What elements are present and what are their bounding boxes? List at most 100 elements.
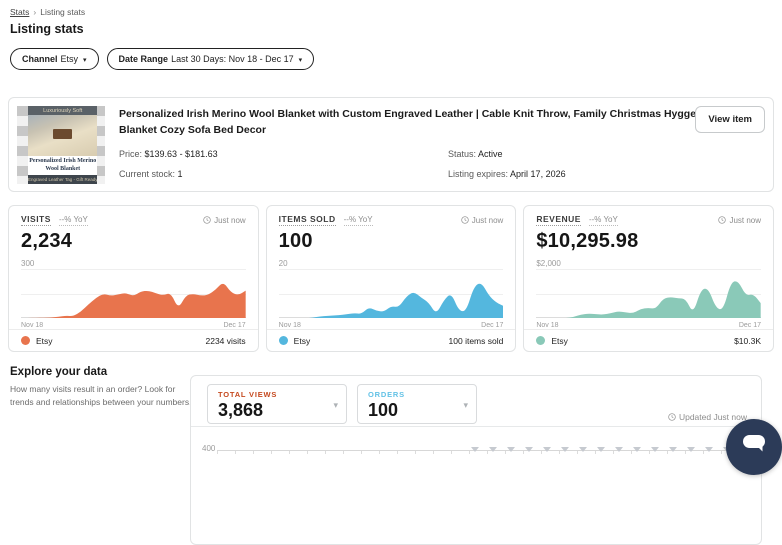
- legend-label: Etsy: [36, 335, 53, 346]
- thumbnail-leather-tag: [53, 128, 72, 139]
- orders-label: ORDERS: [368, 390, 405, 399]
- revenue-x-start: Nov 18: [536, 322, 559, 329]
- breadcrumb-current: Listing stats: [40, 7, 86, 17]
- chat-launcher-button[interactable]: [726, 419, 782, 475]
- items-sold-chart: 20 Nov 18 Dec 17: [278, 259, 504, 329]
- items-sold-x-end: Dec 17: [481, 322, 504, 329]
- chat-bubble-icon: [743, 435, 765, 452]
- explore-card: TOTAL VIEWS 3,868 ORDERS 100 Updated Jus…: [190, 375, 767, 545]
- status-value: Active: [478, 149, 503, 159]
- revenue-x-end: Dec 17: [738, 322, 762, 329]
- items-sold-metric-label[interactable]: ITEMS SOLD: [278, 214, 336, 226]
- chevron-down-icon: [81, 54, 87, 64]
- orders-selector[interactable]: ORDERS 100: [357, 384, 477, 424]
- clock-icon: [668, 413, 676, 421]
- total-views-selector[interactable]: TOTAL VIEWS 3,868: [207, 384, 347, 424]
- chevron-down-icon: [297, 54, 303, 64]
- items-sold-y-axis-label: 20: [278, 259, 288, 268]
- total-views-value: 3,868: [218, 400, 264, 420]
- explore-description: How many visits result in an order? Look…: [10, 384, 192, 407]
- thumbnail-bottom-banner: Engraved Leather Tag - Gift Ready: [28, 175, 98, 184]
- listing-card: Luxuriously Soft Personalized Irish Meri…: [8, 97, 774, 192]
- explore-intro: Explore your data How many visits result…: [10, 366, 192, 409]
- thumbnail-top-banner: Luxuriously Soft: [28, 106, 98, 115]
- visits-legend: Etsy 2234 visits: [9, 329, 258, 351]
- thumbnail-caption: Personalized Irish Merino Wool Blanket: [28, 156, 98, 175]
- items-sold-stat-card: ITEMS SOLD --% YoY Just now 100 20 Nov 1…: [265, 205, 517, 352]
- items-sold-updated: Just now: [461, 216, 503, 225]
- stats-row: VISITS --% YoY Just now 2,234 300 Nov 18…: [8, 205, 775, 352]
- clock-icon: [718, 216, 727, 224]
- channel-filter-label: Channel: [22, 54, 58, 64]
- clock-icon: [461, 216, 469, 224]
- visits-yoy-badge[interactable]: --% YoY: [58, 214, 88, 226]
- page-title: Listing stats: [10, 22, 84, 36]
- orders-value: 100: [368, 400, 399, 420]
- channel-filter-button[interactable]: Channel Etsy: [10, 48, 99, 70]
- visits-y-axis-label: 300: [21, 259, 35, 268]
- items-sold-x-start: Nov 18: [278, 322, 301, 329]
- legend-label: Etsy: [293, 335, 311, 346]
- explore-updated: Updated Just now: [668, 412, 747, 422]
- expires-value: April 17, 2026: [510, 169, 566, 179]
- stock-value: 1: [177, 169, 183, 179]
- explore-y-axis-label: 400: [202, 444, 216, 453]
- revenue-stat-card: REVENUE --% YoY Just now $10,295.98 $2,0…: [523, 205, 775, 352]
- items-sold-value: 100: [278, 230, 313, 252]
- items-sold-plot[interactable]: [278, 269, 504, 318]
- visits-plot[interactable]: [21, 269, 246, 318]
- listing-expires-row: Listing expires: April 17, 2026: [448, 169, 566, 179]
- clock-icon: [203, 216, 211, 224]
- stock-label: Current stock:: [119, 169, 176, 179]
- revenue-chart: $2,000 Nov 18 Dec 17: [536, 259, 762, 329]
- explore-gridline: [217, 450, 751, 454]
- listing-thumbnail[interactable]: Luxuriously Soft Personalized Irish Meri…: [17, 106, 105, 184]
- visits-value: 2,234: [21, 230, 73, 252]
- items-sold-legend: Etsy 100 items sold: [266, 329, 516, 351]
- revenue-updated: Just now: [718, 216, 761, 225]
- items-sold-yoy-badge[interactable]: --% YoY: [343, 214, 373, 226]
- view-item-button[interactable]: View item: [695, 106, 765, 133]
- etsy-legend-dot: [278, 336, 288, 345]
- revenue-yoy-badge[interactable]: --% YoY: [588, 214, 618, 226]
- expires-label: Listing expires:: [448, 169, 509, 179]
- breadcrumb: Stats Listing stats: [10, 7, 85, 17]
- chevron-down-icon: [463, 400, 468, 411]
- etsy-legend-dot: [21, 336, 30, 345]
- breadcrumb-separator: [29, 7, 40, 17]
- revenue-legend: Etsy $10.3K: [524, 329, 774, 351]
- etsy-legend-dot: [536, 336, 546, 345]
- breadcrumb-stats-link[interactable]: Stats: [10, 7, 30, 17]
- channel-filter-value: Etsy: [60, 54, 79, 64]
- revenue-plot[interactable]: [536, 269, 762, 318]
- explore-heading: Explore your data: [10, 366, 108, 378]
- thumbnail-photo: [28, 115, 98, 156]
- listing-stock-row: Current stock: 1: [119, 169, 183, 179]
- filters-bar: Channel Etsy Date Range Last 30 Days: No…: [10, 48, 315, 70]
- listing-status-row: Status: Active: [448, 149, 503, 159]
- total-views-label: TOTAL VIEWS: [218, 390, 278, 399]
- legend-label: Etsy: [551, 335, 568, 346]
- listing-price-row: Price: $139.63 - $181.63: [119, 149, 218, 159]
- date-range-filter-button[interactable]: Date Range Last 30 Days: Nov 18 - Dec 17: [106, 48, 315, 70]
- chevron-down-icon: [333, 400, 338, 411]
- revenue-metric-label[interactable]: REVENUE: [536, 214, 581, 226]
- price-label: Price:: [119, 149, 143, 159]
- visits-updated: Just now: [203, 216, 246, 225]
- visits-metric-label[interactable]: VISITS: [21, 214, 51, 226]
- revenue-total: $10.3K: [734, 335, 762, 346]
- explore-data-markers: [471, 447, 767, 452]
- metric-selectors: TOTAL VIEWS 3,868 ORDERS 100: [207, 384, 477, 424]
- explore-chart-partial[interactable]: 400: [191, 426, 767, 544]
- revenue-y-axis-label: $2,000: [536, 259, 561, 268]
- date-range-filter-label: Date Range: [118, 54, 169, 64]
- listing-title: Personalized Irish Merino Wool Blanket w…: [119, 108, 697, 137]
- divider: [191, 426, 761, 427]
- visits-stat-card: VISITS --% YoY Just now 2,234 300 Nov 18…: [8, 205, 259, 352]
- thumbnail-checker-left: [17, 106, 28, 184]
- price-value: $139.63 - $181.63: [144, 149, 218, 159]
- status-label: Status:: [448, 149, 477, 159]
- thumbnail-checker-right: [97, 106, 105, 184]
- visits-total: 2234 visits: [205, 335, 246, 346]
- items-sold-total: 100 items sold: [448, 335, 504, 346]
